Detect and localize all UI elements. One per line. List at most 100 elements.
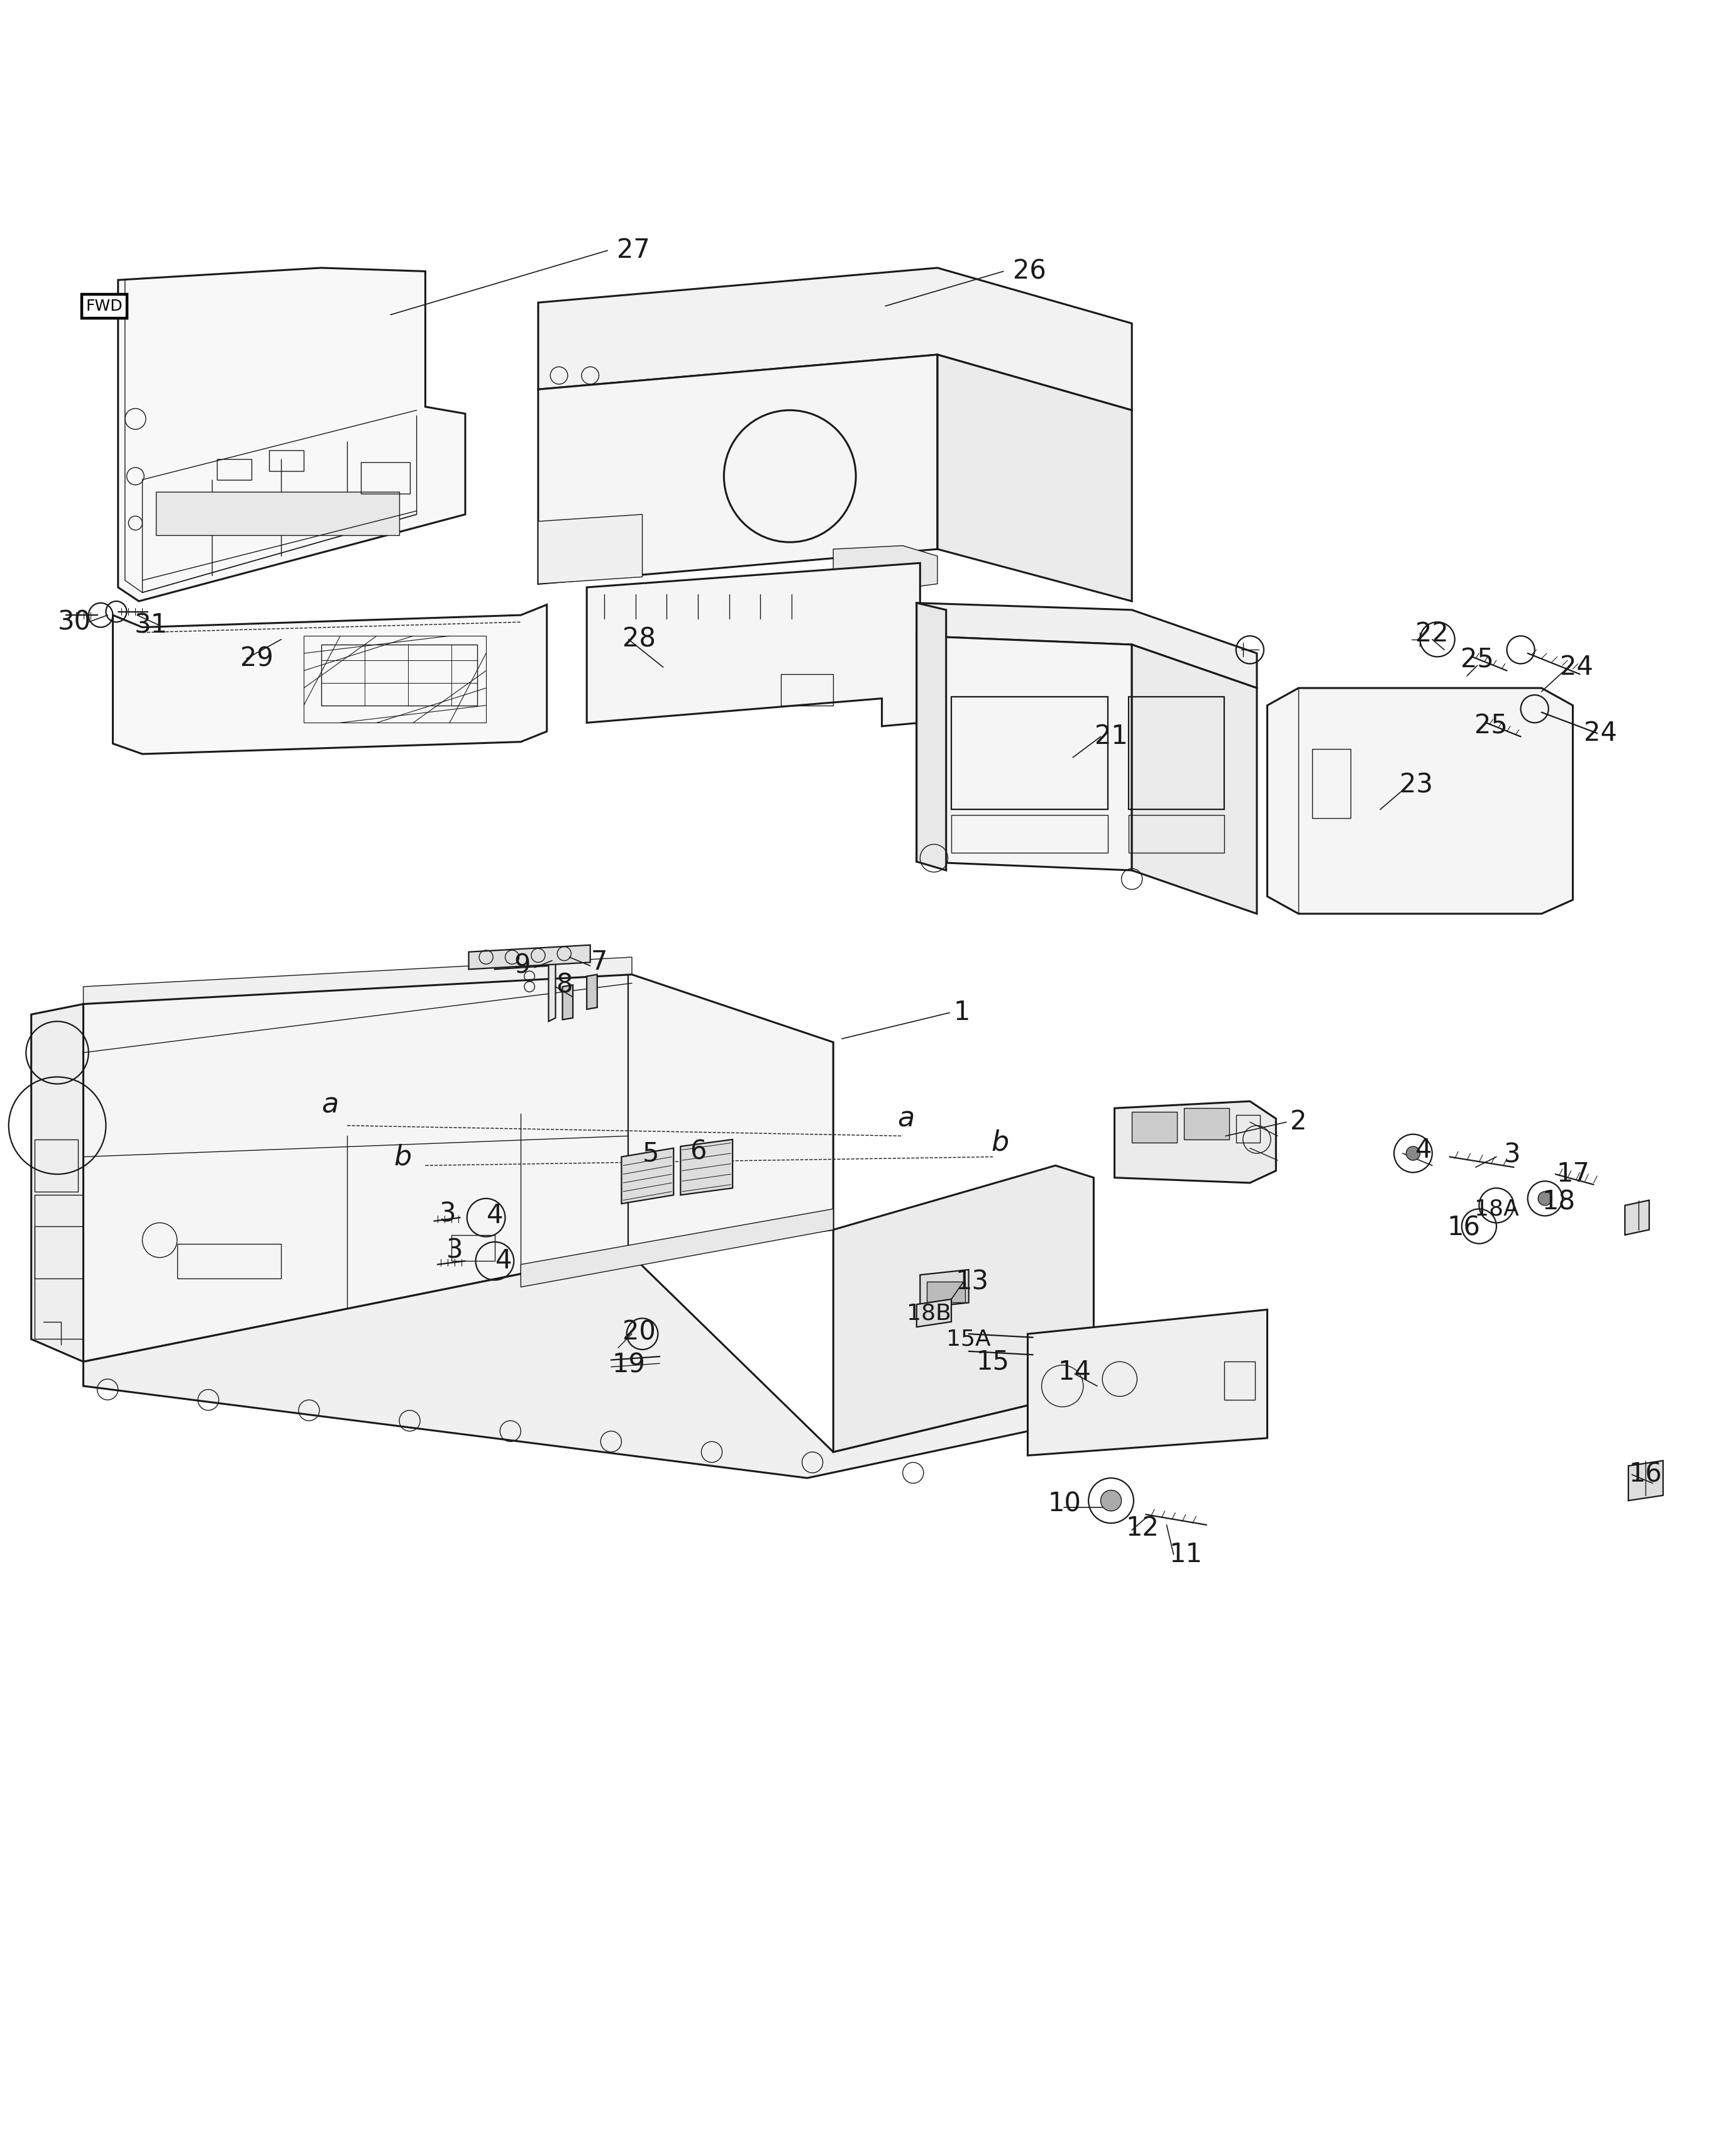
Polygon shape [587,563,920,725]
Text: 4: 4 [486,1203,503,1228]
Polygon shape [833,546,937,591]
Bar [321,644,477,706]
Text: 12: 12 [1125,1515,1160,1541]
Text: 4: 4 [1415,1136,1432,1162]
Text: 6: 6 [689,1138,707,1164]
Polygon shape [83,1252,1094,1479]
Bar [1128,698,1224,809]
Text: b: b [394,1143,411,1171]
Polygon shape [562,984,573,1019]
Circle shape [1406,1147,1420,1160]
Polygon shape [917,603,1257,689]
Polygon shape [917,1299,951,1327]
Text: 17: 17 [1555,1162,1590,1188]
Circle shape [1538,1192,1552,1205]
Text: 25: 25 [1474,713,1509,740]
Bar [217,458,252,479]
Polygon shape [681,1138,733,1194]
Text: 3: 3 [446,1237,464,1265]
Text: 15A: 15A [946,1329,991,1350]
Text: 18A: 18A [1474,1198,1519,1220]
Text: 18B: 18B [906,1303,951,1325]
Text: 4: 4 [495,1248,512,1273]
Text: 20: 20 [621,1318,656,1346]
Bar [35,1138,78,1192]
Polygon shape [538,268,1132,411]
Polygon shape [917,603,946,871]
Bar [1312,749,1351,817]
Polygon shape [538,514,642,584]
Bar [451,1235,495,1260]
Text: 29: 29 [240,646,274,672]
Circle shape [1101,1489,1121,1511]
Polygon shape [1132,644,1257,914]
Polygon shape [118,268,465,601]
Polygon shape [83,957,632,1004]
Polygon shape [1628,1462,1663,1500]
Polygon shape [1625,1201,1649,1235]
Bar [927,1282,965,1303]
Polygon shape [538,355,937,584]
Bar [1128,815,1224,854]
Text: 1: 1 [953,999,970,1025]
Text: 3: 3 [1503,1143,1521,1168]
Bar [156,492,399,535]
Bar [1184,1109,1229,1138]
Text: 2: 2 [1290,1109,1307,1136]
Text: a: a [898,1104,915,1132]
Text: 18: 18 [1542,1188,1576,1216]
Bar [177,1243,281,1278]
Bar [35,1226,130,1340]
Text: 21: 21 [1094,723,1128,749]
Text: 9: 9 [514,952,531,978]
Text: 8: 8 [556,972,573,997]
Polygon shape [1267,689,1573,914]
Bar [781,674,833,706]
Text: 3: 3 [439,1201,457,1228]
Polygon shape [1028,1310,1267,1455]
Polygon shape [937,355,1132,601]
Text: 15: 15 [976,1348,1010,1374]
Text: 16: 16 [1446,1216,1481,1241]
Polygon shape [31,1004,83,1361]
Text: 28: 28 [621,627,656,653]
Text: a: a [321,1091,339,1119]
Text: 11: 11 [1168,1541,1203,1569]
Bar [361,462,410,494]
Text: b: b [991,1130,1009,1156]
Polygon shape [920,1269,969,1308]
Bar [951,698,1108,809]
Text: 25: 25 [1460,646,1495,674]
Bar [35,1194,104,1278]
Text: 7: 7 [590,950,608,976]
Bar [1132,1111,1177,1143]
Text: 19: 19 [611,1352,646,1378]
Polygon shape [833,1166,1094,1451]
Text: 5: 5 [642,1141,660,1166]
Text: 13: 13 [955,1269,990,1295]
Text: FWD: FWD [85,297,123,315]
Text: FWD: FWD [85,297,123,315]
Text: 16: 16 [1628,1462,1663,1487]
Polygon shape [469,946,590,969]
Text: 14: 14 [1057,1359,1092,1385]
Polygon shape [521,1209,833,1286]
Polygon shape [587,974,597,1010]
Text: 31: 31 [134,612,168,638]
Text: 23: 23 [1399,773,1434,798]
Text: 24: 24 [1559,655,1594,681]
Bar [1236,1115,1260,1143]
Bar [269,449,304,471]
Text: 27: 27 [616,238,651,263]
Polygon shape [495,957,556,1021]
Polygon shape [113,606,547,753]
Text: 22: 22 [1415,621,1450,648]
Text: 30: 30 [57,610,92,636]
Text: 10: 10 [1047,1492,1082,1517]
Polygon shape [917,636,1132,871]
Bar [1224,1361,1255,1400]
Polygon shape [621,1149,674,1203]
Polygon shape [83,974,833,1361]
Bar [951,815,1108,854]
Polygon shape [1115,1102,1276,1183]
